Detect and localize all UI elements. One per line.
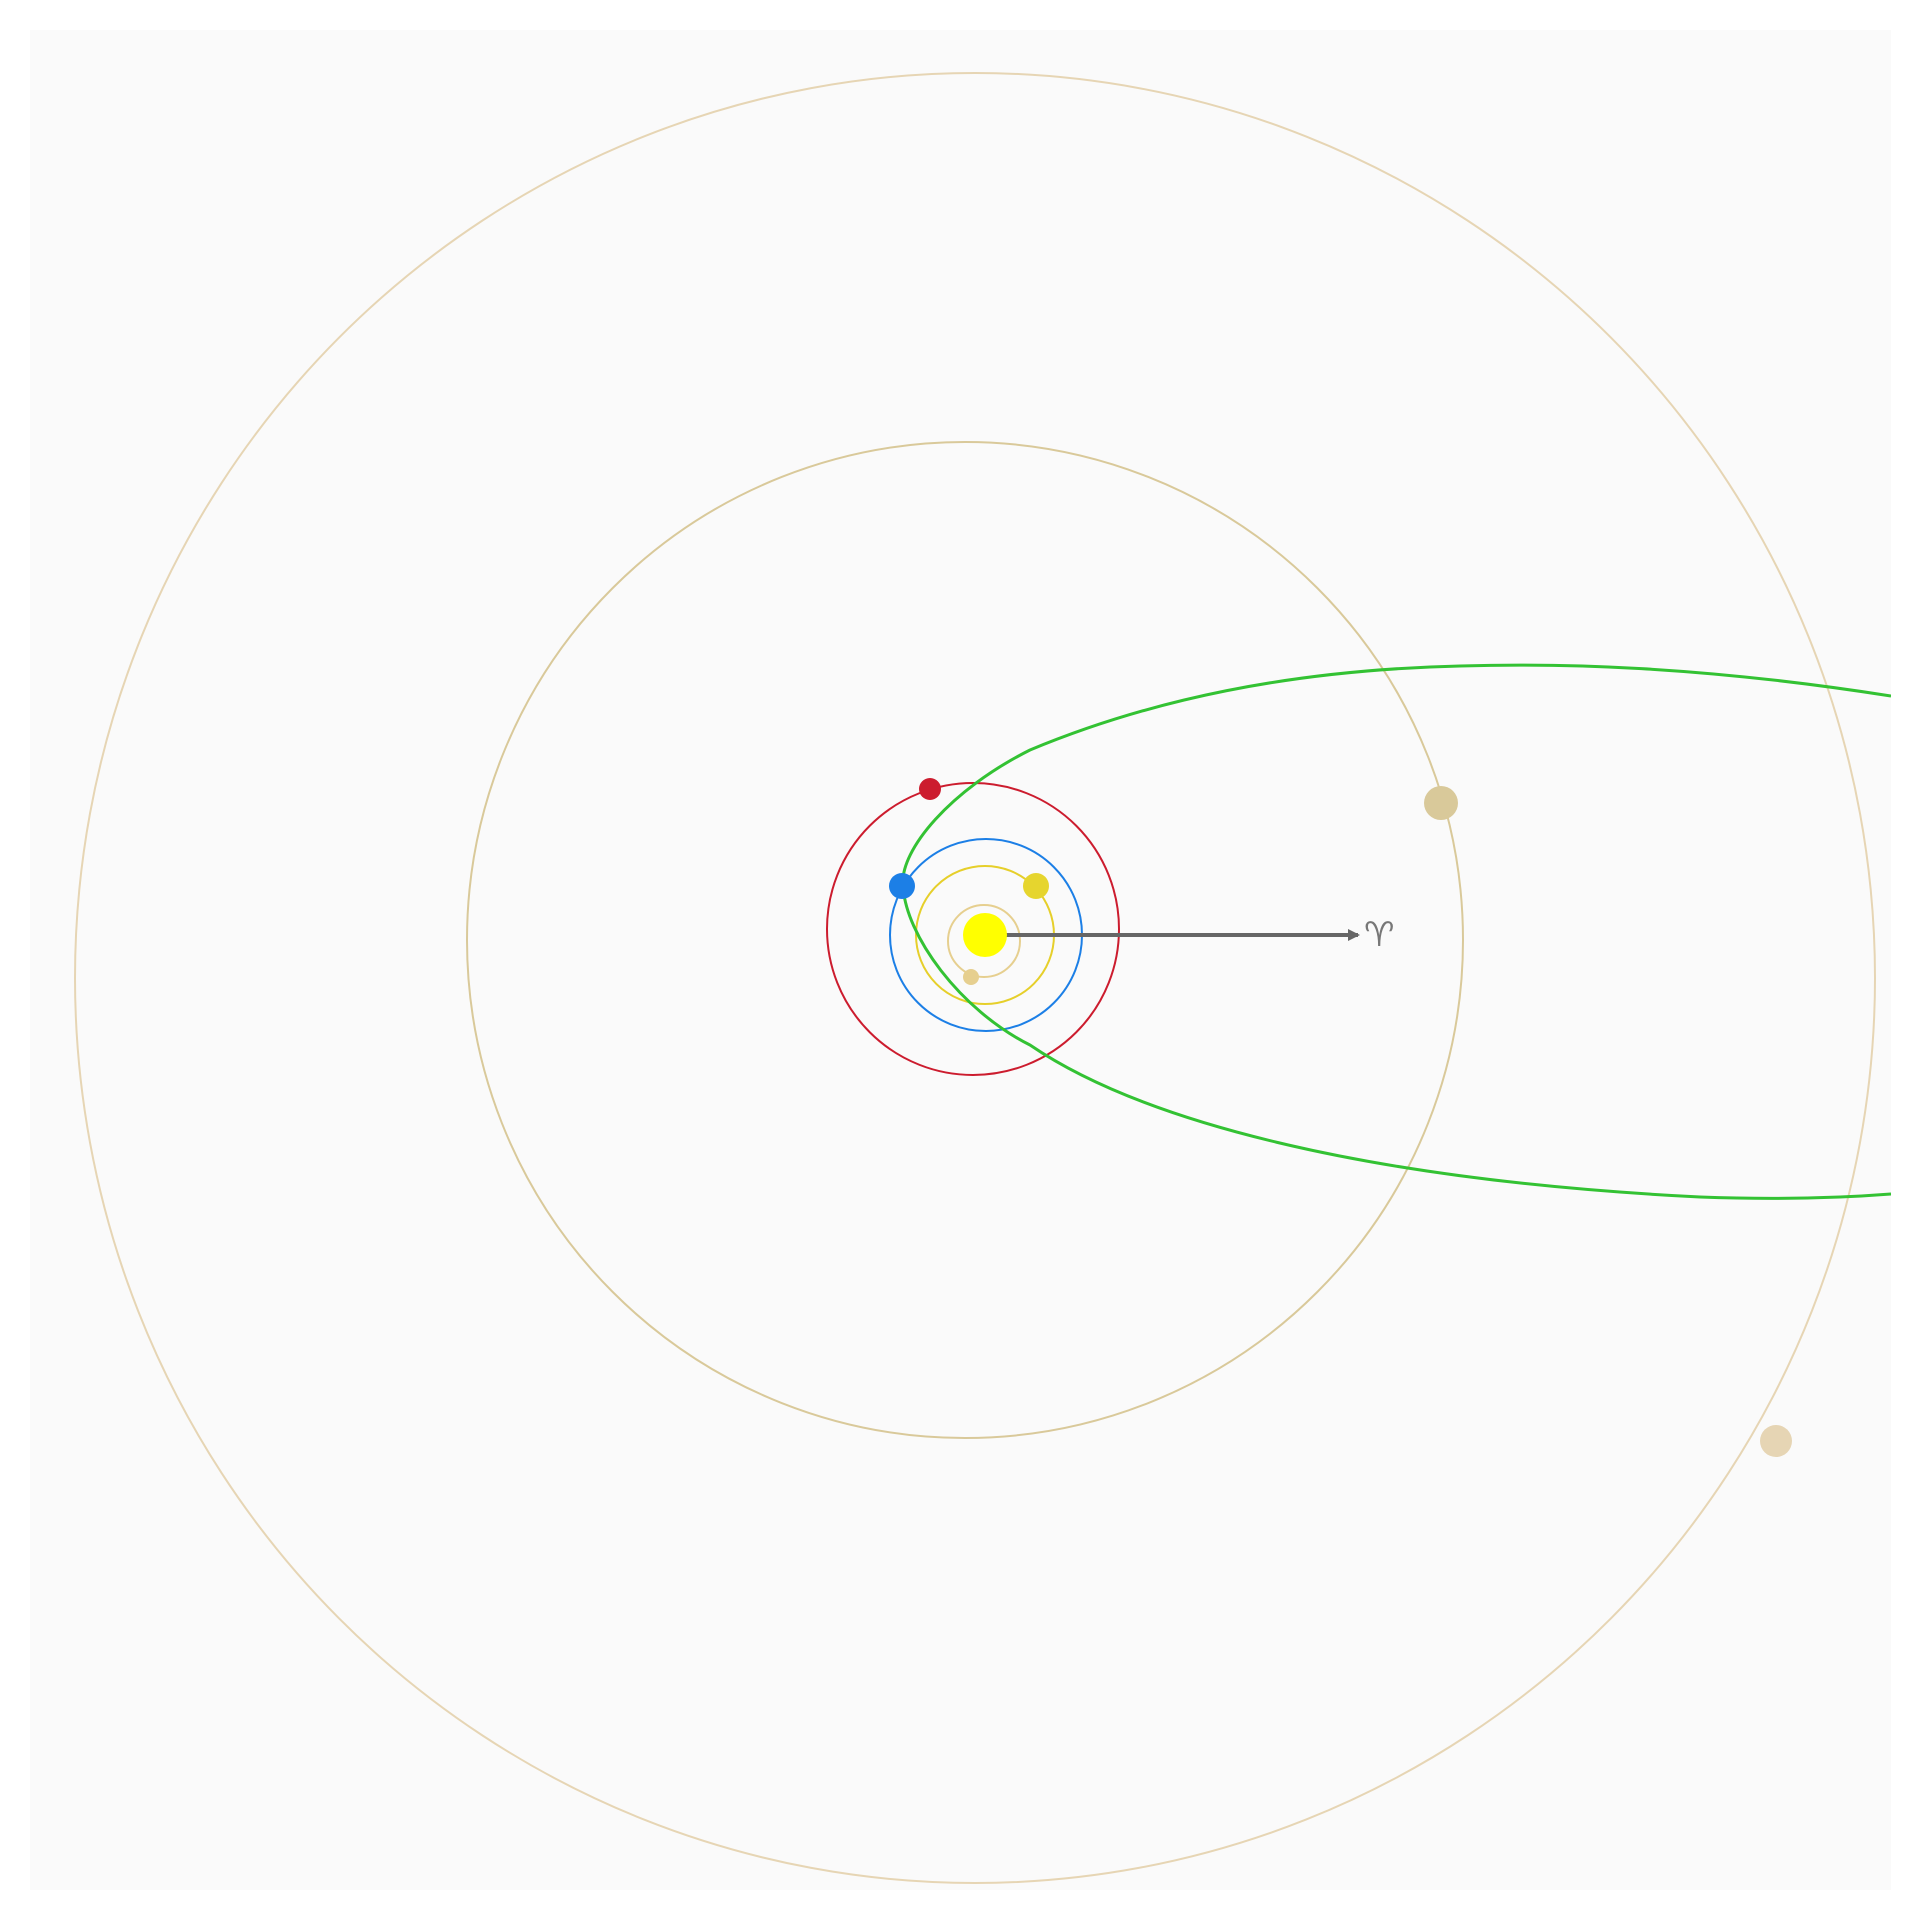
mars-orbit [826, 782, 1120, 1076]
venus-planet-icon [1023, 873, 1049, 899]
jupiter-planet-icon [1424, 786, 1458, 820]
vernal-equinox-symbol: ♈ [1364, 915, 1394, 955]
mercury-planet-icon [963, 969, 979, 985]
jupiter-orbit [466, 441, 1464, 1439]
saturn-orbit [74, 72, 1876, 1884]
diagram-panel [30, 30, 1891, 1890]
mars-planet-icon [919, 778, 941, 800]
earth-planet-icon [889, 873, 915, 899]
mercury-orbit [947, 904, 1021, 978]
orbits-group [74, 72, 1891, 1884]
saturn-planet-icon [1760, 1425, 1792, 1457]
sun-icon [963, 913, 1007, 957]
